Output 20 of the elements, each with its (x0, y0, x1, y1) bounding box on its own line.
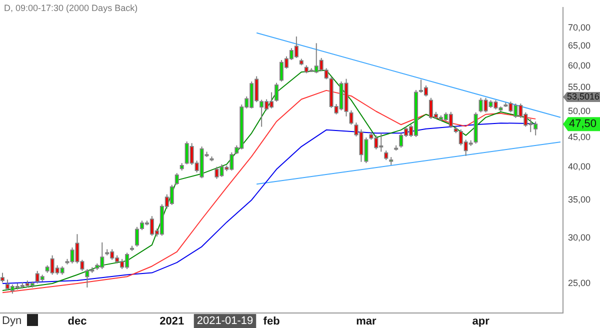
text: 2021-01-19 (196, 315, 254, 328)
x-tick-label: 2021 (160, 316, 184, 328)
y-tick-label: 60,00 (568, 60, 591, 71)
y-tick-label: 70,00 (568, 22, 591, 32)
y-tick-label: 55,00 (568, 82, 591, 92)
y-tick-label: 35,00 (568, 194, 591, 204)
annotation: 47,50 (569, 118, 597, 130)
y-tick-label: 30,00 (568, 232, 591, 243)
x-tick-label: mar (356, 316, 378, 328)
y-tick-label: 40,00 (568, 161, 591, 172)
y-tick-label: 25,00 (568, 278, 591, 288)
text: Dyn (2, 315, 22, 328)
chart-title: D, 09:00-17:30 (2000 Days Back) (4, 2, 138, 13)
y-tick-label: 45,00 (568, 132, 591, 142)
x-tick-label: feb (263, 316, 280, 328)
text: 53,5016 (567, 91, 600, 102)
y-tick-label: 65,00 (568, 40, 591, 51)
x-tick-label: apr (472, 316, 490, 328)
y-tick-label: 50,00 (568, 106, 591, 116)
x-tick-label: dec (68, 316, 87, 328)
